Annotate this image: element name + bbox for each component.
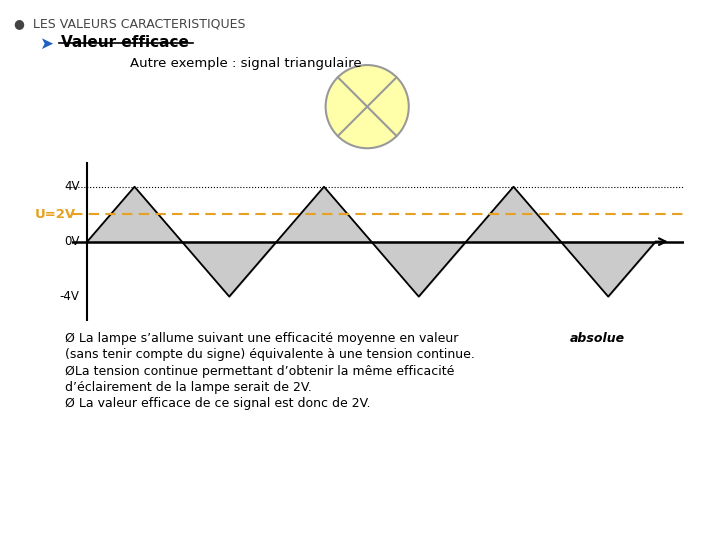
Text: ØLa tension continue permettant d’obtenir la même efficacité: ØLa tension continue permettant d’obteni… (65, 364, 454, 377)
Text: absolue: absolue (570, 332, 626, 345)
Text: Autre exemple : signal triangulaire: Autre exemple : signal triangulaire (130, 57, 361, 70)
Circle shape (325, 65, 409, 148)
Text: Ø La valeur efficace de ce signal est donc de 2V.: Ø La valeur efficace de ce signal est do… (65, 397, 370, 410)
Text: ●  LES VALEURS CARACTERISTIQUES: ● LES VALEURS CARACTERISTIQUES (14, 17, 246, 30)
Text: -4V: -4V (60, 290, 80, 303)
Text: 4V: 4V (64, 180, 80, 193)
Text: Valeur efficace: Valeur efficace (61, 35, 189, 50)
Text: (sans tenir compte du signe) équivalente à une tension continue.: (sans tenir compte du signe) équivalente… (65, 348, 474, 361)
Text: ➤: ➤ (40, 35, 53, 52)
Text: Ø La lampe s’allume suivant une efficacité moyenne en valeur: Ø La lampe s’allume suivant une efficaci… (65, 332, 462, 345)
Text: 0V: 0V (64, 235, 80, 248)
Text: d’éclairement de la lampe serait de 2V.: d’éclairement de la lampe serait de 2V. (65, 381, 312, 394)
Text: U=2V: U=2V (35, 208, 76, 221)
